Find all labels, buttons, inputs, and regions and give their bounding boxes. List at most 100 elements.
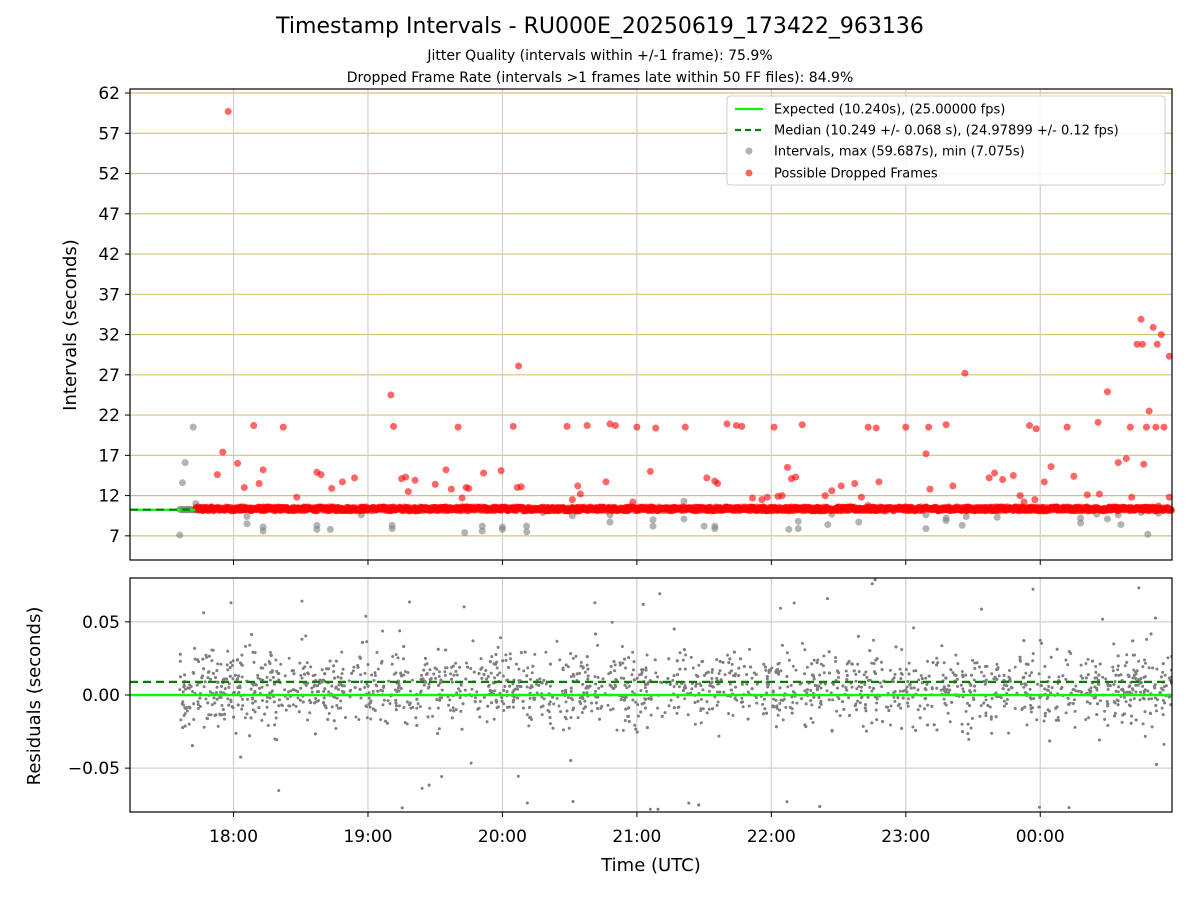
residual-point	[499, 636, 503, 640]
residual-point	[787, 658, 791, 662]
residual-point	[225, 677, 229, 681]
residual-point	[941, 673, 945, 677]
residual-point	[864, 670, 868, 674]
residual-point	[238, 685, 242, 689]
residual-point	[906, 680, 910, 684]
residual-point	[973, 667, 977, 671]
legend-box	[726, 95, 1166, 186]
residual-point	[322, 696, 326, 700]
residual-point	[969, 673, 973, 677]
residual-point	[1133, 653, 1137, 657]
residual-point	[1088, 691, 1092, 695]
residual-point	[297, 710, 301, 714]
residual-point	[653, 658, 657, 662]
residual-point	[300, 676, 304, 680]
residual-point	[1127, 690, 1131, 694]
residual-point	[220, 684, 224, 688]
residual-point	[381, 689, 385, 693]
residual-point	[683, 667, 687, 671]
residual-point	[672, 685, 676, 689]
dropped-frame-point	[431, 480, 439, 488]
residual-point	[1005, 697, 1009, 701]
residual-point	[904, 688, 908, 692]
residual-point	[448, 698, 452, 702]
residual-point	[184, 687, 188, 691]
residual-point	[878, 681, 882, 685]
residual-point	[836, 675, 840, 679]
interval-point	[176, 531, 184, 539]
residual-point	[755, 701, 759, 705]
residual-point	[947, 684, 951, 688]
residual-point	[1125, 660, 1129, 664]
residual-point	[1111, 669, 1115, 673]
residual-point	[635, 730, 639, 734]
residual-point	[532, 697, 536, 701]
residual-point	[871, 638, 875, 642]
residual-point	[792, 601, 796, 605]
residual-point	[195, 683, 199, 687]
residual-point	[984, 698, 988, 702]
residual-point	[982, 679, 986, 683]
legend: Expected (10.240s), (25.00000 fps) Median…	[726, 95, 1166, 186]
residual-point	[1067, 649, 1071, 653]
residual-point	[458, 665, 462, 669]
residual-point	[1139, 677, 1143, 681]
residual-point	[440, 774, 444, 778]
dropped-frame-point	[259, 466, 267, 474]
residual-point	[1092, 696, 1096, 700]
dropped-frame-point	[1047, 463, 1055, 471]
residual-point	[309, 701, 313, 705]
residual-point	[399, 671, 403, 675]
dropped-frame-point	[1070, 472, 1078, 480]
residual-point	[888, 723, 892, 727]
residual-point	[936, 661, 940, 665]
residual-point	[641, 602, 645, 606]
residual-point	[1074, 689, 1078, 693]
residual-point	[870, 661, 874, 665]
residual-point	[1137, 659, 1141, 663]
residual-point	[492, 717, 496, 721]
dropped-frame-point	[1149, 323, 1157, 331]
dropped-frame-point	[1009, 471, 1017, 479]
residual-point	[995, 662, 999, 666]
residual-point	[1112, 700, 1116, 704]
residual-point	[322, 700, 326, 704]
residual-point	[299, 686, 303, 690]
residual-point	[681, 689, 685, 693]
residual-point	[1042, 719, 1046, 723]
dropped-frame-point	[1063, 423, 1071, 431]
residual-point	[277, 678, 281, 682]
residual-point	[784, 705, 788, 709]
residual-point	[487, 683, 491, 687]
residual-point	[438, 681, 442, 685]
residual-point	[452, 709, 456, 713]
residual-point	[1022, 685, 1026, 689]
residual-point	[188, 706, 192, 710]
residual-point	[254, 683, 258, 687]
residual-point	[767, 683, 771, 687]
residual-point	[644, 668, 648, 672]
interval-point	[711, 525, 719, 533]
residual-point	[388, 701, 392, 705]
residual-point	[1095, 686, 1099, 690]
residual-point	[598, 717, 602, 721]
residual-point	[1084, 717, 1088, 721]
residual-point	[312, 685, 316, 689]
residual-point	[973, 684, 977, 688]
residual-point	[522, 669, 526, 673]
residual-point	[373, 674, 377, 678]
residual-point	[257, 706, 261, 710]
residual-point	[399, 686, 403, 690]
residual-point	[1023, 705, 1027, 709]
residual-point	[1134, 676, 1138, 680]
residual-point	[809, 716, 813, 720]
dropped-frame-point	[1031, 496, 1039, 504]
residual-point	[701, 707, 705, 711]
residual-point	[229, 601, 233, 605]
residual-point	[822, 671, 826, 675]
residual-point	[597, 686, 601, 690]
residual-point	[452, 673, 456, 677]
residual-point	[763, 707, 767, 711]
residual-point	[496, 705, 500, 709]
residual-point	[1098, 662, 1102, 666]
